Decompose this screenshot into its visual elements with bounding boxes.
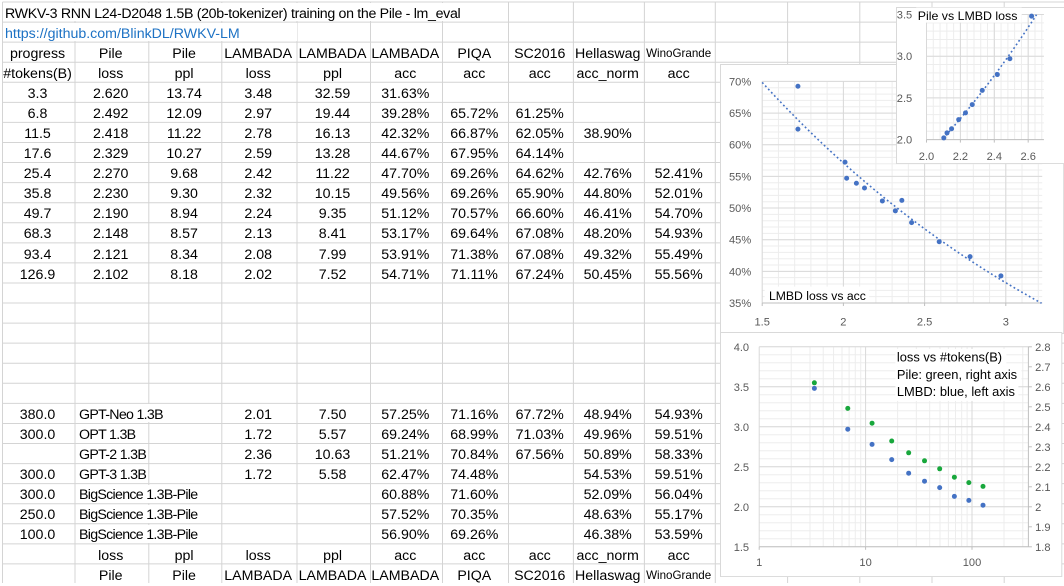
svg-text:2: 2 — [840, 316, 846, 328]
svg-text:4.0: 4.0 — [734, 342, 749, 354]
svg-text:2.1: 2.1 — [1035, 482, 1050, 494]
svg-text:LMBD loss vs acc: LMBD loss vs acc — [769, 289, 866, 303]
svg-text:2.5: 2.5 — [897, 93, 912, 105]
svg-text:3.0: 3.0 — [897, 51, 912, 63]
svg-text:3: 3 — [1003, 316, 1009, 328]
svg-text:2.4: 2.4 — [986, 151, 1001, 163]
svg-text:3.0: 3.0 — [734, 422, 749, 434]
svg-text:1.5: 1.5 — [734, 542, 749, 554]
svg-text:2.4: 2.4 — [1035, 422, 1050, 434]
svg-text:2.6: 2.6 — [1020, 151, 1035, 163]
svg-text:1.9: 1.9 — [1035, 522, 1050, 534]
svg-text:2.5: 2.5 — [1035, 402, 1050, 414]
svg-text:3.5: 3.5 — [734, 382, 749, 394]
svg-text:10: 10 — [860, 557, 872, 569]
svg-text:2.7: 2.7 — [1035, 362, 1050, 374]
svg-text:50%: 50% — [729, 203, 751, 215]
svg-text:60%: 60% — [729, 139, 751, 151]
svg-text:loss vs #tokens(B): loss vs #tokens(B) — [897, 350, 1002, 365]
svg-text:2.0: 2.0 — [919, 151, 934, 163]
svg-text:2.2: 2.2 — [1035, 462, 1050, 474]
svg-text:2.3: 2.3 — [1035, 442, 1050, 454]
svg-text:55%: 55% — [729, 171, 751, 183]
svg-text:35%: 35% — [729, 298, 751, 310]
svg-text:70%: 70% — [729, 76, 751, 88]
svg-text:2.5: 2.5 — [917, 316, 932, 328]
svg-text:2.0: 2.0 — [734, 502, 749, 514]
svg-text:1.8: 1.8 — [1035, 542, 1050, 554]
svg-text:1: 1 — [757, 557, 763, 569]
svg-text:2.5: 2.5 — [734, 462, 749, 474]
svg-text:Pile vs LMBD loss: Pile vs LMBD loss — [917, 9, 1017, 23]
svg-text:45%: 45% — [729, 234, 751, 246]
svg-text:1.5: 1.5 — [754, 316, 769, 328]
svg-text:Pile: green, right axis: Pile: green, right axis — [897, 367, 1017, 382]
svg-text:100: 100 — [963, 557, 981, 569]
svg-text:65%: 65% — [729, 108, 751, 120]
svg-text:2: 2 — [1035, 502, 1041, 514]
svg-text:2.2: 2.2 — [952, 151, 967, 163]
svg-text:2.6: 2.6 — [1035, 382, 1050, 394]
svg-text:3.5: 3.5 — [897, 10, 912, 22]
svg-text:40%: 40% — [729, 266, 751, 278]
svg-text:2.8: 2.8 — [1035, 342, 1050, 354]
svg-text:2.0: 2.0 — [897, 135, 912, 147]
svg-text:LMBD: blue, left axis: LMBD: blue, left axis — [897, 384, 1015, 399]
